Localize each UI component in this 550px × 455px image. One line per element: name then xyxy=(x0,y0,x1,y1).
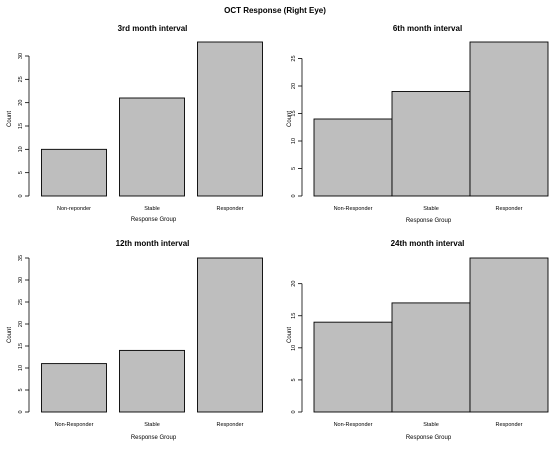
y-tick-label: 20 xyxy=(291,281,297,287)
y-tick-label: 25 xyxy=(291,55,297,61)
y-tick-label: 0 xyxy=(291,194,297,197)
chart-panels: 3rd month interval Non-reponder Stable Resp… xyxy=(7,24,549,441)
y-tick-label: 30 xyxy=(18,277,24,283)
bar xyxy=(197,257,263,413)
y-tick-label: 0 xyxy=(18,410,24,413)
x-tick-label: Stable xyxy=(423,206,439,212)
chart-title: 12th month interval xyxy=(116,239,190,248)
chart-title: 3rd month interval xyxy=(118,24,188,33)
y-tick-label: 20 xyxy=(18,321,24,327)
y-tick-label: 10 xyxy=(291,345,297,351)
y-tick-label: 10 xyxy=(18,365,24,371)
y-tick-label: 5 xyxy=(291,378,297,381)
bar xyxy=(313,118,393,197)
y-tick-label: 20 xyxy=(18,100,24,106)
x-axis-label: Response Group xyxy=(406,218,452,224)
y-tick-label: 0 xyxy=(291,410,297,413)
y-tick-label: 15 xyxy=(291,110,297,116)
x-tick-label: Non-Responder xyxy=(55,422,94,428)
y-axis-label: Count xyxy=(287,111,293,127)
y-tick-label: 5 xyxy=(291,167,297,170)
bar xyxy=(469,41,549,197)
x-tick-label: Responder xyxy=(496,422,523,428)
chart-panel: 3rd month interval Non-reponder Stable Resp… xyxy=(7,24,263,223)
x-axis-label: Response Group xyxy=(131,435,177,441)
y-tick-label: 35 xyxy=(18,255,24,261)
y-tick-label: 25 xyxy=(18,76,24,82)
y-tick-label: 25 xyxy=(18,299,24,305)
y-tick-label: 10 xyxy=(291,138,297,144)
y-tick-label: 20 xyxy=(291,83,297,89)
x-tick-label: Stable xyxy=(144,422,160,428)
x-tick-label: Non-Responder xyxy=(334,422,373,428)
bar xyxy=(41,363,107,413)
y-tick-label: 30 xyxy=(18,53,24,59)
bar xyxy=(391,302,471,413)
y-tick-label: 15 xyxy=(18,343,24,349)
bar xyxy=(119,97,185,197)
chart-panel: 12th month interval Non-Responder Stable Re… xyxy=(7,239,263,441)
y-tick-label: 15 xyxy=(18,123,24,129)
y-tick-label: 5 xyxy=(18,388,24,391)
bar xyxy=(391,91,471,197)
y-axis-label: Count xyxy=(7,327,13,343)
y-tick-label: 0 xyxy=(18,194,24,197)
chart-panel: 24th month interval Non-Responder Stable Re… xyxy=(287,239,549,441)
bar xyxy=(41,148,107,197)
x-tick-label: Stable xyxy=(144,206,160,212)
y-tick-label: 10 xyxy=(18,146,24,152)
x-tick-label: Non-Responder xyxy=(334,206,373,212)
bar xyxy=(469,257,549,413)
x-axis-label: Response Group xyxy=(406,435,452,441)
x-tick-label: Responder xyxy=(217,206,244,212)
bar xyxy=(119,349,185,413)
x-axis-label: Response Group xyxy=(131,217,177,223)
y-axis-label: Count xyxy=(7,111,13,127)
bar xyxy=(197,41,263,197)
y-axis-label: Count xyxy=(287,327,293,343)
figure-title: OCT Response (Right Eye) xyxy=(224,6,326,15)
x-tick-label: Responder xyxy=(217,422,244,428)
x-tick-label: Stable xyxy=(423,422,439,428)
chart-panel: 6th month interval Non-Responder Stable Res… xyxy=(287,24,549,224)
y-tick-label: 15 xyxy=(291,313,297,319)
x-tick-label: Non-reponder xyxy=(57,206,91,212)
chart-title: 6th month interval xyxy=(393,24,462,33)
chart-title: 24th month interval xyxy=(391,239,465,248)
bar xyxy=(313,321,393,413)
x-tick-label: Responder xyxy=(496,206,523,212)
y-tick-label: 5 xyxy=(18,171,24,174)
